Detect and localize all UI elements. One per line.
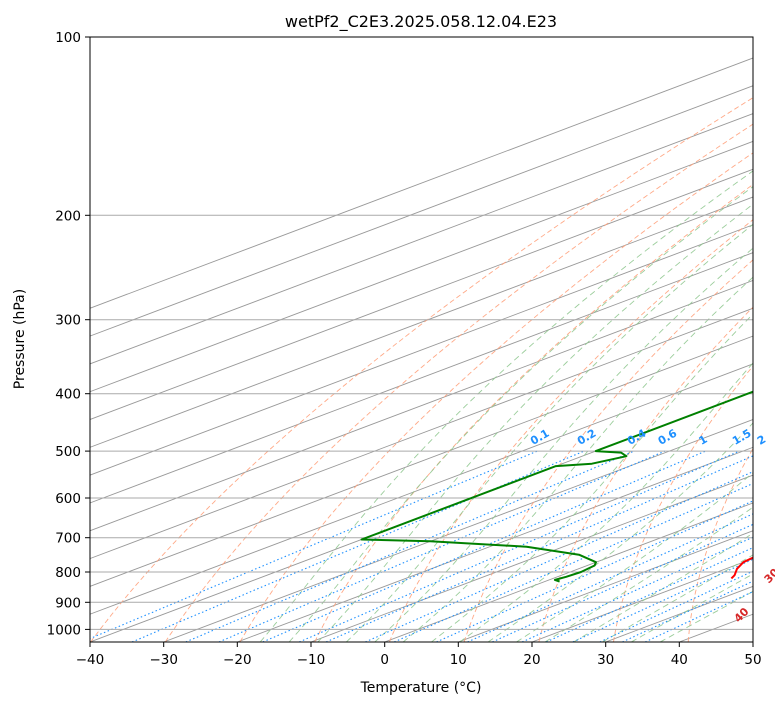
dry-adiabat <box>538 306 753 642</box>
y-tick-label: 100 <box>55 30 81 46</box>
x-tick-label: −30 <box>149 652 178 668</box>
isotherm <box>90 57 753 309</box>
isotherm <box>90 168 753 420</box>
x-tick-label: 10 <box>450 652 467 668</box>
dry-adiabat <box>164 123 753 642</box>
mixing-ratio-line <box>131 450 585 642</box>
moist-adiabat <box>573 532 753 642</box>
warm-adiabat-label: 30 <box>762 566 775 586</box>
isotherm <box>90 335 753 587</box>
dry-adiabat <box>388 219 753 642</box>
isotherm <box>90 196 753 448</box>
x-tick-label: 0 <box>380 652 389 668</box>
plot-background <box>90 37 753 642</box>
isotherm <box>90 307 753 560</box>
chart-title: wetPf2_C2E3.2025.058.12.04.E23 <box>285 12 557 32</box>
x-tick-label: −40 <box>76 652 105 668</box>
moist-adiabat <box>345 223 753 642</box>
isotherm <box>384 502 753 642</box>
plot-frame <box>89 36 754 643</box>
mixing-ratio-line <box>572 558 753 642</box>
isotherm <box>90 363 753 615</box>
mixing-ratio-line <box>262 450 706 642</box>
y-tick-label: 1000 <box>47 622 81 638</box>
dry-adiabat <box>90 97 753 642</box>
x-tick-label: −20 <box>223 652 252 668</box>
moist-adiabat <box>602 554 753 642</box>
isotherm <box>90 224 753 476</box>
y-tick-label: 900 <box>55 595 81 611</box>
y-tick-label: 700 <box>55 531 81 547</box>
x-axis-label: Temperature (°C) <box>360 680 482 696</box>
y-tick-label: 400 <box>55 387 81 403</box>
x-axis-ticks: −40 −30 −20 −10 0 10 20 30 40 50 <box>76 642 762 668</box>
guide-lines <box>90 37 775 642</box>
profile-lines <box>360 390 753 583</box>
x-tick-label: 30 <box>597 652 614 668</box>
mixing-ratio-line <box>546 547 753 642</box>
mixing-ratio-line <box>492 523 753 642</box>
dry-adiabat <box>613 365 753 642</box>
y-tick-label: 800 <box>55 565 81 581</box>
isotherm <box>237 446 753 642</box>
dry-adiabat <box>239 152 753 642</box>
mixing-ratio-line <box>325 455 753 642</box>
humidity-profile-line <box>360 390 753 583</box>
y-axis-label: Pressure (hPa) <box>12 289 28 389</box>
dry-adiabat <box>463 259 753 642</box>
y-tick-label: 300 <box>55 313 81 329</box>
x-tick-label: 50 <box>744 652 761 668</box>
x-tick-label: −10 <box>297 652 326 668</box>
isotherm <box>90 252 753 504</box>
x-tick-label: 20 <box>523 652 540 668</box>
y-tick-label: 500 <box>55 444 81 460</box>
moist-adiabat <box>288 186 753 642</box>
isotherm <box>90 279 753 532</box>
dry-adiabat <box>763 37 775 642</box>
dry-adiabat <box>687 447 753 642</box>
mixing-ratio-line <box>467 513 753 642</box>
mixing-ratio-label: 2 <box>755 433 768 448</box>
moist-adiabat <box>487 422 753 642</box>
isotherm <box>90 391 753 642</box>
moist-adiabat <box>402 276 753 642</box>
y-tick-label: 200 <box>55 208 81 224</box>
mixing-ratio-line <box>90 450 538 640</box>
isotherm <box>752 641 753 642</box>
y-axis-ticks: 100 200 300 400 500 600 700 800 900 1000 <box>47 30 90 638</box>
x-tick-label: 40 <box>671 652 688 668</box>
moist-adiabat <box>317 203 753 642</box>
moist-adiabat <box>374 247 753 642</box>
mixing-ratio-line <box>185 450 635 642</box>
y-tick-label: 600 <box>55 491 81 507</box>
moist-adiabat <box>459 362 753 642</box>
isotherm <box>90 85 753 337</box>
mixing-ratio-line <box>393 482 753 642</box>
moist-adiabat <box>259 170 753 642</box>
isotherm <box>458 530 753 642</box>
isotherm <box>310 474 753 642</box>
isotherm <box>90 140 753 393</box>
mixing-ratio-line <box>521 536 753 642</box>
